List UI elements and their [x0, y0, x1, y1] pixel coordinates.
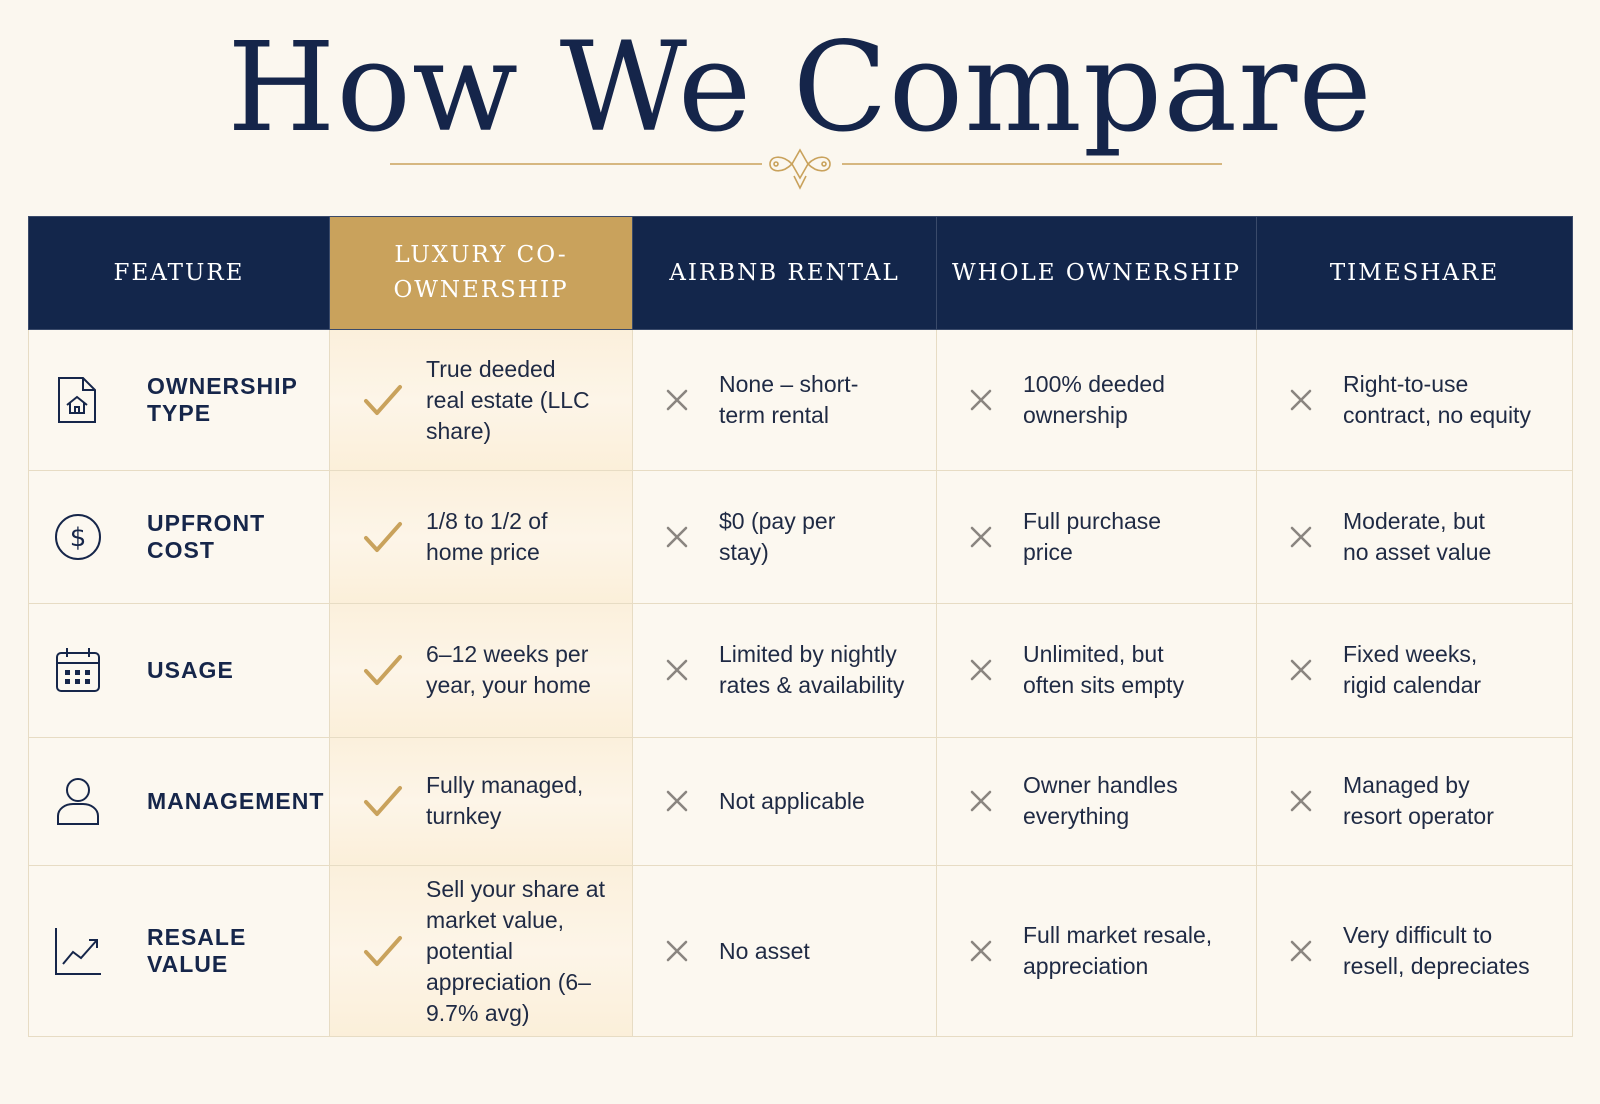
cell-text: $0 (pay per stay) — [719, 506, 869, 568]
comparison-table: FEATURE LUXURY CO-OWNERSHIP AIRBNB RENTA… — [28, 216, 1573, 1037]
cell-text: Full market resale, appreciation — [1023, 920, 1223, 982]
cell-text: Sell your share at market value, potenti… — [426, 874, 620, 1029]
x-icon — [665, 658, 689, 682]
cell-text: Right-to-use contract, no equity — [1343, 369, 1543, 431]
trend-up-chart-icon — [53, 926, 103, 976]
cell-text: Unlimited, but often sits empty — [1023, 639, 1193, 701]
cell-text: No asset — [719, 936, 899, 967]
x-icon — [1289, 388, 1313, 412]
table-row: OWNERSHIP TYPE True deeded real estate (… — [29, 330, 1573, 471]
x-icon — [665, 525, 689, 549]
page-title: How We Compare — [0, 18, 1600, 158]
feature-label: USAGE — [147, 657, 234, 684]
header-timeshare: TIMESHARE — [1257, 217, 1573, 330]
x-icon — [665, 789, 689, 813]
check-icon — [362, 516, 404, 558]
check-icon — [362, 930, 404, 972]
feature-label: UPFRONT COST — [147, 510, 329, 564]
header-whole-ownership: WHOLE OWNERSHIP — [937, 217, 1257, 330]
calendar-icon — [53, 645, 103, 695]
table-row: USAGE 6–12 weeks per year, your home Lim… — [29, 603, 1573, 737]
check-icon — [362, 379, 404, 421]
x-icon — [969, 939, 993, 963]
header-row: FEATURE LUXURY CO-OWNERSHIP AIRBNB RENTA… — [29, 217, 1573, 330]
cell-text: 100% deeded ownership — [1023, 369, 1183, 431]
cell-text: Not applicable — [719, 786, 919, 817]
cell-text: Owner handles everything — [1023, 770, 1183, 832]
cell-text: Limited by nightly rates & availability — [719, 639, 909, 701]
x-icon — [665, 388, 689, 412]
header-airbnb-rental: AIRBNB RENTAL — [633, 217, 937, 330]
feature-label: OWNERSHIP TYPE — [147, 373, 329, 427]
x-icon — [1289, 939, 1313, 963]
cell-text: Fully managed, turnkey — [426, 770, 596, 832]
check-icon — [362, 780, 404, 822]
cell-text: 6–12 weeks per year, your home — [426, 639, 620, 701]
cell-text: True deeded real estate (LLC share) — [426, 354, 596, 447]
cell-text: None – short-term rental — [719, 369, 899, 431]
cell-text: 1/8 to 1/2 of home price — [426, 506, 576, 568]
table-row: $ UPFRONT COST 1/8 to 1/2 of home price … — [29, 471, 1573, 603]
header-luxury-co-ownership: LUXURY CO-OWNERSHIP — [330, 217, 633, 330]
feature-label: MANAGEMENT — [147, 788, 324, 815]
cell-text: Fixed weeks, rigid calendar — [1343, 639, 1503, 701]
x-icon — [969, 789, 993, 813]
x-icon — [1289, 525, 1313, 549]
ornamental-divider — [390, 146, 1250, 192]
svg-text:$: $ — [70, 523, 87, 553]
x-icon — [1289, 789, 1313, 813]
feature-label: RESALE VALUE — [147, 924, 329, 978]
check-icon — [362, 649, 404, 691]
x-icon — [665, 939, 689, 963]
table-row: MANAGEMENT Fully managed, turnkey Not ap… — [29, 737, 1573, 865]
cell-text: Moderate, but no asset value — [1343, 506, 1503, 568]
cell-text: Managed by resort operator — [1343, 770, 1513, 832]
x-icon — [1289, 658, 1313, 682]
x-icon — [969, 658, 993, 682]
person-icon — [53, 776, 103, 826]
x-icon — [969, 525, 993, 549]
table-row: RESALE VALUE Sell your share at market v… — [29, 866, 1573, 1037]
dollar-circle-icon: $ — [53, 512, 103, 562]
house-document-icon — [53, 375, 103, 425]
cell-text: Full purchase price — [1023, 506, 1173, 568]
cell-text: Very difficult to resell, depreciates — [1343, 920, 1533, 982]
header-feature: FEATURE — [29, 217, 330, 330]
x-icon — [969, 388, 993, 412]
